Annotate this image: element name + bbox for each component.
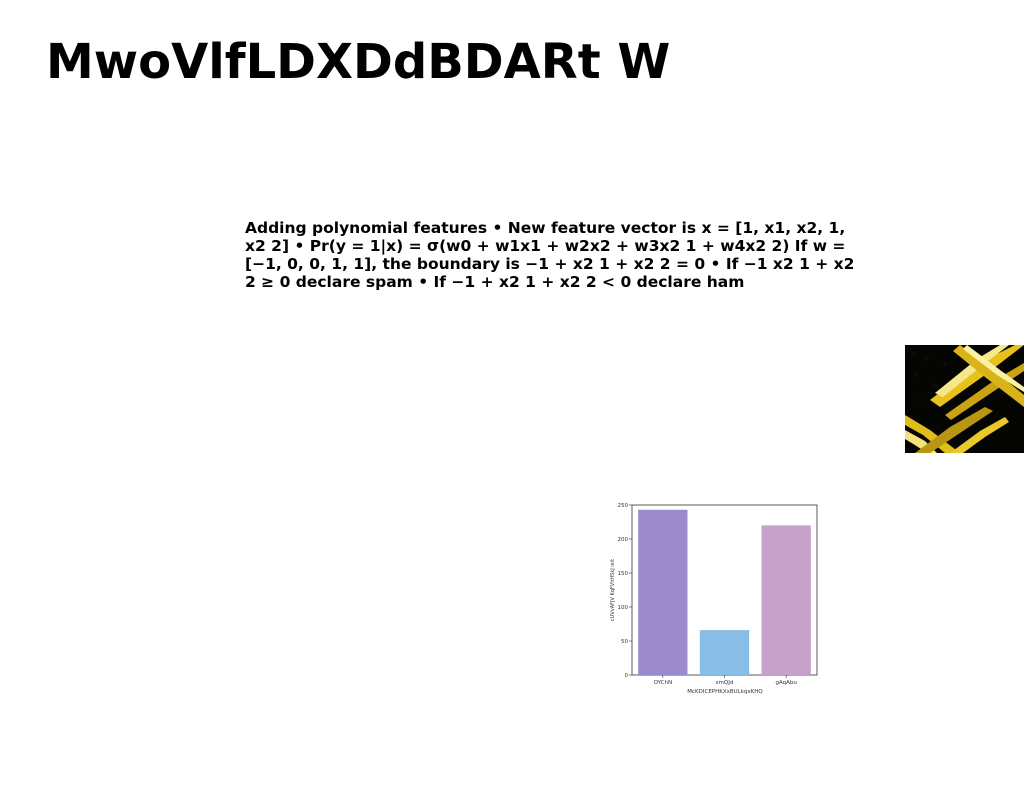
y-axis: 0 50 100 150 200 250: [618, 503, 632, 679]
slide-title: MwoVlfLDXDdBDARt W: [46, 34, 671, 90]
x-axis-label: McKDICEPHKXxBULkqxKHQ: [687, 689, 763, 695]
gold-ribbons-image: [905, 345, 1024, 453]
bar-smQJd: [699, 630, 750, 675]
bar-chart: 0 50 100 150 200 250 OYChN smQJd gAqAbu cUVvAFJ…: [610, 503, 818, 695]
x-tick-label: OYChN: [654, 680, 673, 686]
y-tick-label: 0: [625, 673, 629, 679]
y-axis-label: cUVvAFJV KqFVhHSkJ ieit: [610, 559, 616, 621]
y-tick-label: 100: [618, 605, 629, 611]
bar-OYChN: [638, 509, 688, 675]
y-tick-label: 200: [618, 537, 629, 543]
y-tick-label: 50: [621, 639, 628, 645]
x-axis: OYChN smQJd gAqAbu: [654, 675, 797, 686]
x-tick-label: gAqAbu: [775, 680, 796, 686]
y-tick-label: 150: [618, 571, 629, 577]
x-tick-label: smQJd: [716, 680, 734, 686]
bars: [638, 509, 811, 675]
y-tick-label: 250: [618, 503, 629, 509]
bar-gAqAbu: [761, 525, 811, 675]
slide-body-text: Adding polynomial features • New feature…: [245, 219, 855, 291]
